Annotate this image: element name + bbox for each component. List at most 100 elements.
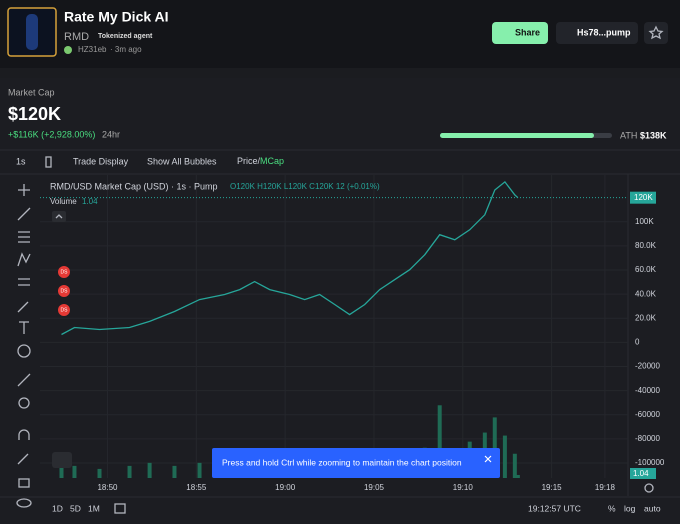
- marker[interactable]: [58, 285, 70, 297]
- share-label[interactable]: Share: [515, 27, 540, 37]
- volume-last: 1.04: [82, 197, 98, 206]
- badge: Tokenized agent: [98, 33, 153, 40]
- range-5d[interactable]: 5D: [70, 503, 81, 513]
- marker-label: DS: [61, 269, 69, 275]
- mcap[interactable]: MCap: [260, 156, 284, 166]
- settings-icon[interactable]: [644, 483, 654, 493]
- volume-bar: [197, 462, 202, 478]
- clock: 19:12:57 UTC: [528, 503, 581, 513]
- magnet-tool[interactable]: [18, 429, 30, 440]
- address[interactable]: Hs78...pump: [577, 27, 631, 37]
- y-tick-label: -80000: [635, 434, 660, 443]
- zoom-tool[interactable]: [18, 397, 30, 409]
- toast-text: Press and hold Ctrl while zooming to mai…: [222, 457, 462, 467]
- line-tool[interactable]: [17, 207, 31, 221]
- plot: [40, 175, 628, 478]
- collapse-button[interactable]: [52, 211, 66, 222]
- volume-last-box: [630, 468, 656, 479]
- age: · 3m ago: [110, 45, 142, 54]
- lock-draw-tool[interactable]: [17, 453, 29, 465]
- volume-axis-label: 1.04: [633, 469, 649, 478]
- projection-tool[interactable]: [18, 278, 30, 286]
- favorite-button[interactable]: [644, 22, 668, 44]
- candle-icon[interactable]: [45, 156, 52, 168]
- interval[interactable]: 1s: [16, 156, 26, 166]
- change: +$116K (+2,928.00%): [8, 129, 95, 139]
- ath-label: ATH: [620, 130, 637, 140]
- volume-bar: [59, 459, 64, 478]
- tv-logo: [52, 452, 72, 468]
- price-toggle[interactable]: Price/MCap: [237, 156, 284, 166]
- ruler-tool[interactable]: [17, 373, 31, 387]
- token-title: Rate My Dick AI: [64, 9, 169, 25]
- volume-bar: [172, 465, 177, 478]
- ticker: RMD: [64, 31, 89, 43]
- x-tick-label: 18:50: [97, 483, 118, 492]
- creator-avatar: [64, 46, 72, 54]
- log-toggle[interactable]: log: [624, 503, 636, 513]
- price-line: [61, 180, 519, 336]
- collapse-icon: [55, 214, 63, 219]
- markers: DS DS DS: [58, 266, 70, 316]
- marker[interactable]: [58, 266, 70, 278]
- marker[interactable]: [58, 304, 70, 316]
- x-tick-label: 18:55: [186, 483, 207, 492]
- calendar-icon[interactable]: [114, 503, 126, 514]
- volume-bar: [492, 417, 497, 478]
- x-tick-label: 19:00: [275, 483, 296, 492]
- star-icon: [648, 25, 664, 40]
- brush-tool[interactable]: [17, 301, 29, 313]
- volume-label: Volume: [50, 197, 77, 206]
- emoji-tool[interactable]: [17, 344, 31, 358]
- marker-label: DS: [61, 307, 69, 313]
- volume-bar: [437, 405, 442, 478]
- price[interactable]: Price/: [237, 156, 261, 166]
- chart-title: RMD/USD Market Cap (USD) · 1s · Pump: [50, 181, 218, 191]
- y-tick-label: 0: [635, 338, 640, 347]
- fib-tool[interactable]: [18, 231, 30, 243]
- volume-bar: [97, 468, 102, 478]
- marker-label: DS: [61, 288, 69, 294]
- volume-bar: [512, 453, 517, 478]
- text-tool[interactable]: [19, 321, 29, 334]
- volume-bar: [502, 435, 507, 478]
- auto-toggle[interactable]: auto: [644, 503, 661, 513]
- ath-progress: [440, 133, 594, 138]
- last-price-label: 120K: [634, 193, 653, 202]
- toast-close[interactable]: [484, 455, 492, 463]
- pattern-tool[interactable]: [17, 252, 31, 267]
- drawing-tools: [16, 184, 32, 508]
- y-tick-label: 100K: [635, 217, 654, 226]
- ath-value: $138K: [640, 130, 667, 140]
- x-tick-label: 19:18: [595, 483, 616, 492]
- address-button[interactable]: [556, 22, 638, 44]
- x-tick-label: 19:15: [542, 483, 563, 492]
- trade-display[interactable]: Trade Display: [73, 156, 129, 166]
- crosshair-tool[interactable]: [18, 184, 30, 196]
- token-image-shape: [26, 14, 38, 50]
- y-tick-label: 20.0K: [635, 313, 657, 322]
- y-tick-label: -100000: [635, 458, 665, 467]
- y-tick-label: -20000: [635, 362, 660, 371]
- last-price-box: [630, 191, 656, 204]
- volume-bar: [147, 462, 152, 478]
- creator[interactable]: HZ31eb: [78, 45, 107, 54]
- visibility-tool[interactable]: [16, 498, 32, 508]
- range-1m[interactable]: 1M: [88, 503, 100, 513]
- x-tick-label: 19:10: [453, 483, 474, 492]
- share-button[interactable]: [492, 22, 548, 44]
- toast: [212, 448, 500, 478]
- bubbles[interactable]: Show All Bubbles: [147, 156, 217, 166]
- ohlc: O120K H120K L120K C120K 12 (+0.01%): [230, 182, 380, 191]
- period: 24hr: [102, 129, 120, 139]
- percent-toggle[interactable]: %: [608, 503, 616, 513]
- volume-bar: [127, 465, 132, 478]
- y-tick-label: -40000: [635, 386, 660, 395]
- range-1d[interactable]: 1D: [52, 503, 63, 513]
- y-tick-label: -60000: [635, 410, 660, 419]
- lock-tool[interactable]: [18, 478, 30, 488]
- x-tick-label: 19:05: [364, 483, 385, 492]
- y-tick-label: 60.0K: [635, 265, 657, 274]
- y-tick-label: 40.0K: [635, 289, 657, 298]
